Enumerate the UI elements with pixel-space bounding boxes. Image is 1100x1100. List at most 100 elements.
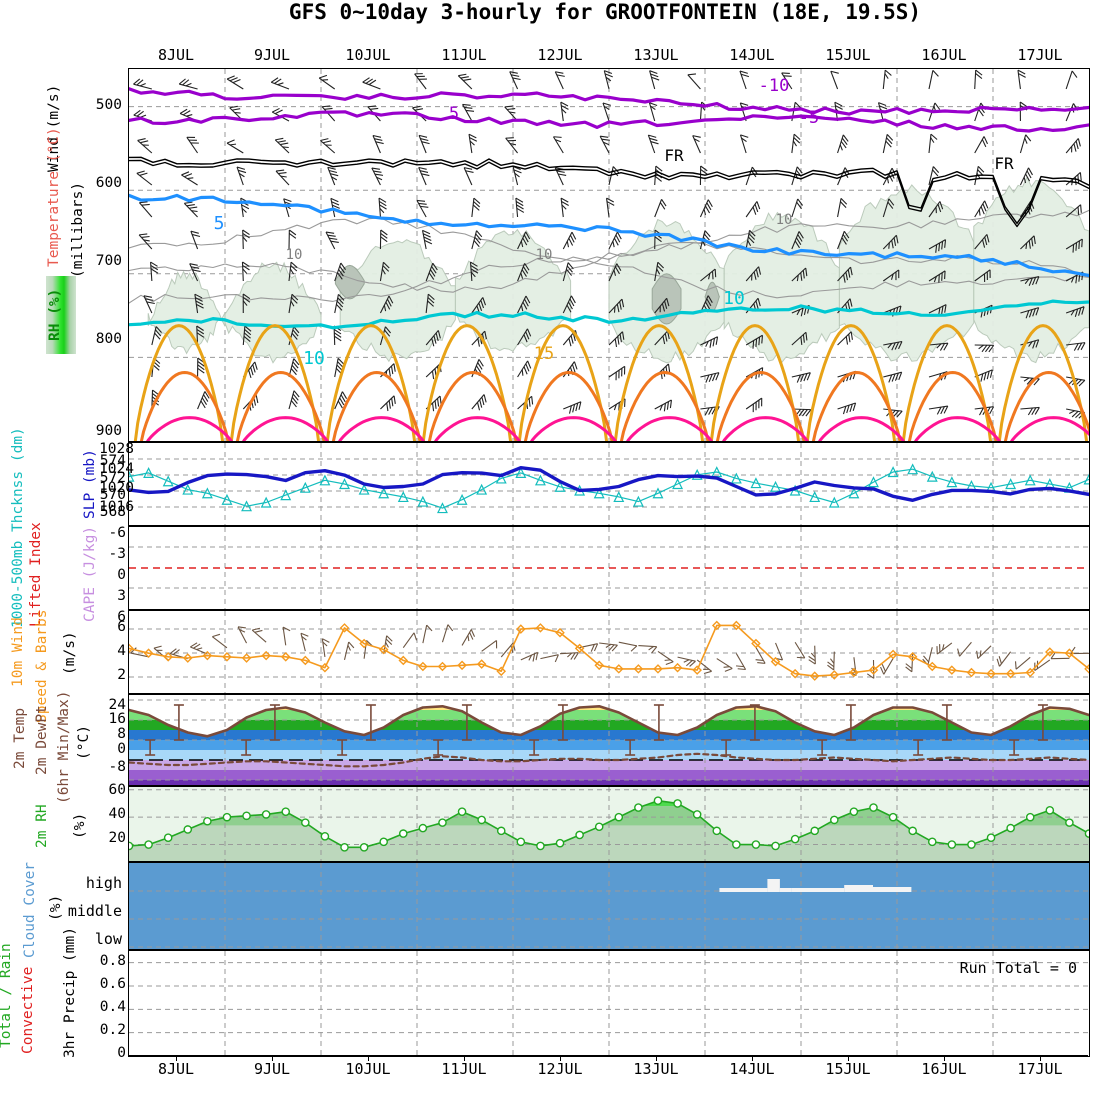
axis-label-pressure: (millibars) bbox=[70, 181, 86, 279]
x-axis-tickmark bbox=[560, 1055, 561, 1061]
svg-text:10: 10 bbox=[536, 247, 553, 263]
pressure-tick-700: 700 bbox=[95, 253, 122, 269]
x-axis-tickmark bbox=[368, 1055, 369, 1061]
thickness-tick-574: 574 bbox=[99, 453, 126, 469]
rh-tick-60: 60 bbox=[108, 782, 126, 798]
x-axis-tickmark bbox=[656, 1055, 657, 1061]
svg-text:15: 15 bbox=[534, 344, 554, 364]
x-axis-tick: 16JUL bbox=[921, 1060, 967, 1078]
svg-text:-10: -10 bbox=[759, 76, 790, 96]
x-axis-tick: 15JUL bbox=[825, 46, 871, 64]
svg-text:10: 10 bbox=[303, 348, 325, 369]
x-axis-tick: 13JUL bbox=[633, 1060, 679, 1078]
li-tick--3: -3 bbox=[108, 546, 126, 562]
p-cloud-plot bbox=[129, 863, 1089, 949]
svg-text:5: 5 bbox=[449, 104, 459, 124]
pressure-tick-800: 800 bbox=[95, 331, 122, 347]
x-axis-tickmark bbox=[848, 1055, 849, 1061]
cape-lifted-index-panel bbox=[128, 526, 1090, 610]
x-axis-tick: 12JUL bbox=[537, 46, 583, 64]
precip-tick-0: 0 bbox=[117, 1045, 126, 1061]
x-axis-line bbox=[128, 1055, 1088, 1057]
slp-tick-1016: 1016 bbox=[99, 499, 134, 515]
pressure-tick-900: 900 bbox=[95, 423, 122, 439]
axis-label-cloud-cover: Cloud Cover bbox=[22, 861, 38, 959]
axis-units-temp: (°C) bbox=[76, 725, 92, 761]
svg-text:FR: FR bbox=[994, 154, 1014, 173]
thickness-tick-568: 568 bbox=[99, 504, 126, 520]
p-temp-plot bbox=[129, 695, 1089, 785]
svg-text:10: 10 bbox=[776, 212, 793, 228]
cloud-cover-panel bbox=[128, 862, 1090, 950]
li-tick--6: -6 bbox=[108, 525, 126, 541]
precip-tick-0.8: 0.8 bbox=[99, 953, 126, 969]
x-axis-tick: 12JUL bbox=[537, 1060, 583, 1078]
temp-tick-24: 24 bbox=[108, 697, 126, 713]
x-axis-tick: 14JUL bbox=[729, 1060, 775, 1078]
svg-text:-5: -5 bbox=[799, 108, 819, 128]
x-axis-tick: 8JUL bbox=[157, 46, 195, 64]
x-axis-tick: 17JUL bbox=[1017, 46, 1063, 64]
precip-tick-0.6: 0.6 bbox=[99, 976, 126, 992]
x-axis-tick: 11JUL bbox=[441, 46, 487, 64]
x-axis-tickmark bbox=[1040, 1055, 1041, 1061]
temp-tick-16: 16 bbox=[108, 711, 126, 727]
cloud-level-low: low bbox=[94, 930, 122, 948]
wind-tick-2: 2 bbox=[117, 667, 126, 683]
svg-text:5: 5 bbox=[214, 213, 225, 234]
axis-label-2m-rh: 2m RH bbox=[34, 804, 50, 848]
li-tick-3: 3 bbox=[117, 588, 126, 604]
temp-tick-0: 0 bbox=[117, 741, 126, 757]
x-axis-tick: 11JUL bbox=[441, 1060, 487, 1078]
x-axis-tick: 8JUL bbox=[157, 1060, 195, 1078]
rh2m-panel bbox=[128, 786, 1090, 862]
temp-tick--8: -8 bbox=[108, 759, 126, 775]
wind-tick-6: 6 bbox=[117, 619, 126, 635]
p-slp-plot bbox=[129, 443, 1089, 525]
x-axis-tick: 16JUL bbox=[921, 46, 967, 64]
x-axis-tick: 13JUL bbox=[633, 46, 679, 64]
x-axis-tick: 14JUL bbox=[729, 46, 775, 64]
temp-tick-8: 8 bbox=[117, 726, 126, 742]
x-axis-tick: 9JUL bbox=[253, 1060, 291, 1078]
page-title: GFS 0~10day 3-hourly for GROOTFONTEIN (1… bbox=[288, 0, 922, 24]
li-tick-6: 6 bbox=[117, 609, 126, 625]
slp-tick-1024: 1024 bbox=[99, 461, 134, 477]
li-tick-0: 0 bbox=[117, 567, 126, 583]
precip-panel: Run Total = 0 bbox=[128, 950, 1090, 1057]
x-axis-tick: 10JUL bbox=[345, 46, 391, 64]
svg-text:10: 10 bbox=[723, 288, 745, 309]
slp-tick-1020: 1020 bbox=[99, 480, 134, 496]
axis-label-10m-wind: 10m Wind bbox=[10, 617, 26, 687]
x-axis-tickmark bbox=[944, 1055, 945, 1061]
x-axis-tick: 15JUL bbox=[825, 1060, 871, 1078]
axis-units-wind: (m/s) bbox=[62, 631, 78, 675]
x-axis-tickmark bbox=[176, 1055, 177, 1061]
axis-label-3hr-precip: 3hr Precip (mm) bbox=[62, 927, 78, 1058]
slp-tick-1028: 1028 bbox=[99, 441, 134, 457]
precip-tick-0.4: 0.4 bbox=[99, 999, 126, 1015]
wind-tick-4: 4 bbox=[117, 643, 126, 659]
axis-label-thickness: 1000-500mb Thcknss (dm) bbox=[10, 427, 26, 628]
x-axis-tick: 9JUL bbox=[253, 46, 291, 64]
rh-tick-40: 40 bbox=[108, 806, 126, 822]
axis-label-total-rain: Total / Rain bbox=[0, 943, 14, 1048]
p-cape-plot bbox=[129, 527, 1089, 609]
x-axis-tickmark bbox=[752, 1055, 753, 1061]
cloud-level-middle: middle bbox=[67, 902, 122, 920]
svg-text:FR: FR bbox=[664, 146, 684, 165]
temp2m-panel bbox=[128, 694, 1090, 786]
p-upper-plot: -10 -5 5 FR FR 5 10 10 10 10 10 15 bbox=[129, 69, 1089, 441]
pressure-tick-600: 600 bbox=[95, 175, 122, 191]
svg-text:10: 10 bbox=[286, 247, 303, 263]
pressure-tick-500: 500 bbox=[95, 97, 122, 113]
x-axis-tick: 10JUL bbox=[345, 1060, 391, 1078]
rh-tick-20: 20 bbox=[108, 830, 126, 846]
x-axis-tickmark bbox=[272, 1055, 273, 1061]
axis-label-2m-temp: 2m Temp bbox=[12, 707, 28, 769]
upper-air-panel: -10 -5 5 FR FR 5 10 10 10 10 10 15 bbox=[128, 68, 1090, 442]
svg-text:Run Total = 0: Run Total = 0 bbox=[960, 959, 1077, 977]
rh-legend-gradient bbox=[46, 276, 76, 354]
thickness-tick-570: 570 bbox=[99, 487, 126, 503]
axis-units-rh: (%) bbox=[72, 812, 88, 840]
